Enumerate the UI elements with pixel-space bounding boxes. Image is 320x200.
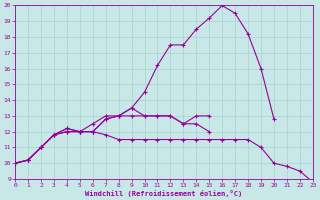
X-axis label: Windchill (Refroidissement éolien,°C): Windchill (Refroidissement éolien,°C) (85, 190, 243, 197)
